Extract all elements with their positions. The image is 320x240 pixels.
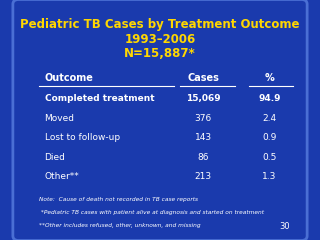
Text: Moved: Moved bbox=[44, 114, 75, 123]
Text: 0.9: 0.9 bbox=[262, 133, 277, 142]
Text: 1993–2006: 1993–2006 bbox=[124, 33, 196, 46]
Text: Lost to follow-up: Lost to follow-up bbox=[44, 133, 120, 142]
Text: Other**: Other** bbox=[44, 173, 79, 181]
Text: Cases: Cases bbox=[187, 73, 219, 83]
Text: 143: 143 bbox=[195, 133, 212, 142]
Text: 0.5: 0.5 bbox=[262, 153, 277, 162]
FancyBboxPatch shape bbox=[13, 0, 307, 240]
Text: 376: 376 bbox=[195, 114, 212, 123]
Text: Note:  Cause of death not recorded in TB case reports: Note: Cause of death not recorded in TB … bbox=[39, 197, 198, 202]
Text: 1.3: 1.3 bbox=[262, 173, 277, 181]
Text: 2.4: 2.4 bbox=[263, 114, 277, 123]
Text: 30: 30 bbox=[279, 222, 290, 231]
Text: %: % bbox=[265, 73, 275, 83]
Text: Completed treatment: Completed treatment bbox=[44, 94, 154, 103]
Text: 213: 213 bbox=[195, 173, 212, 181]
Text: **Other includes refused, other, unknown, and missing: **Other includes refused, other, unknown… bbox=[39, 223, 200, 228]
Text: Died: Died bbox=[44, 153, 66, 162]
Text: Pediatric TB Cases by Treatment Outcome: Pediatric TB Cases by Treatment Outcome bbox=[20, 18, 300, 31]
Text: N=15,887*: N=15,887* bbox=[124, 47, 196, 60]
Text: 94.9: 94.9 bbox=[258, 94, 281, 103]
Text: *Pediatric TB cases with patient alive at diagnosis and started on treatment: *Pediatric TB cases with patient alive a… bbox=[39, 210, 264, 215]
Text: Outcome: Outcome bbox=[44, 73, 93, 83]
Text: 15,069: 15,069 bbox=[186, 94, 220, 103]
Text: 86: 86 bbox=[197, 153, 209, 162]
